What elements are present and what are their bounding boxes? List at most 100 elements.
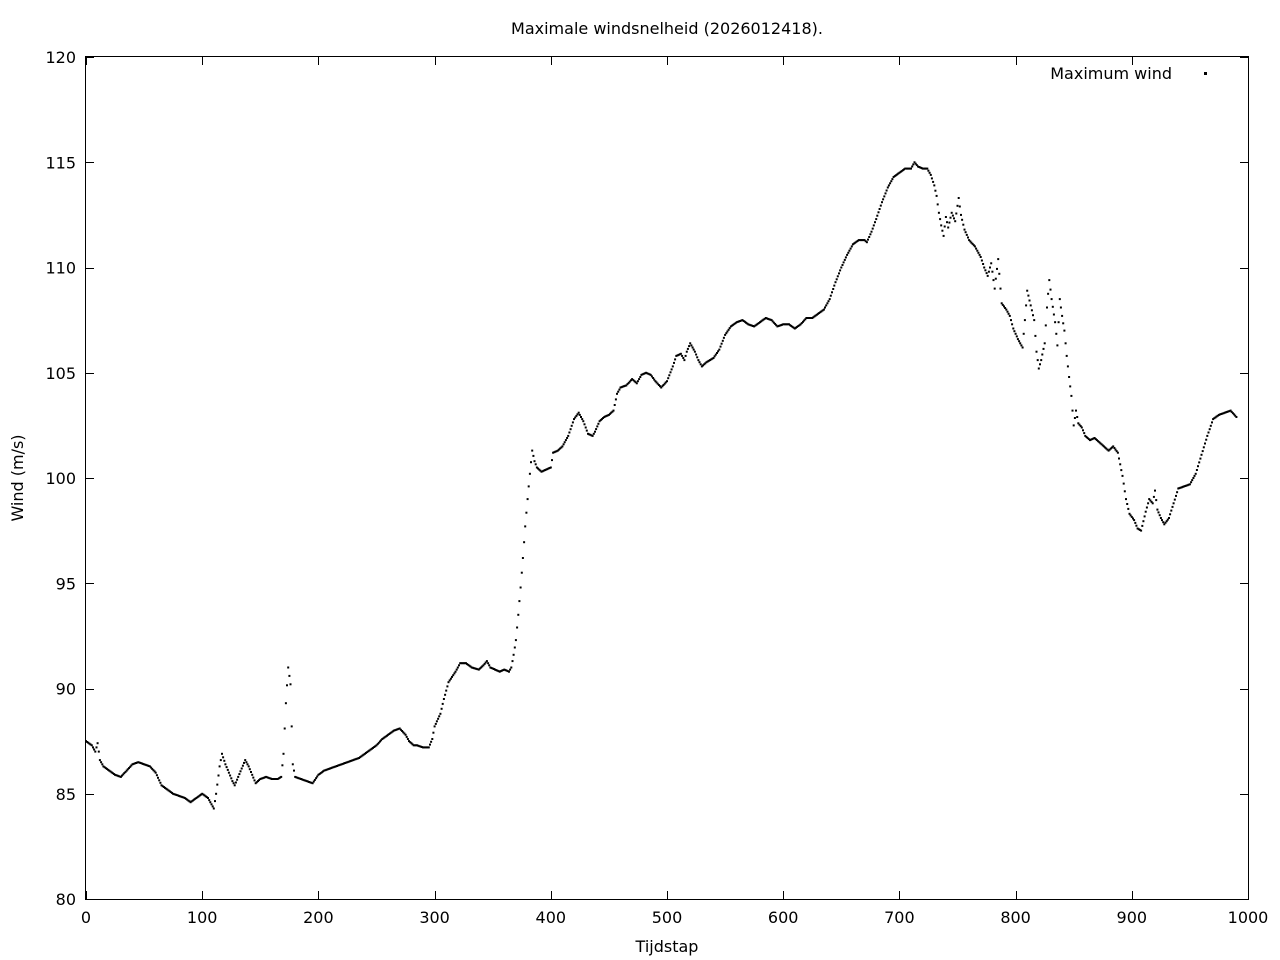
data-point (461, 662, 464, 665)
data-point (116, 774, 119, 777)
data-point (992, 279, 995, 282)
data-point (613, 404, 616, 406)
data-point (291, 763, 294, 766)
data-point (633, 380, 636, 383)
data-point (100, 761, 103, 764)
data-point (1231, 412, 1234, 415)
data-point (762, 318, 765, 321)
data-point (369, 748, 372, 751)
data-point (997, 258, 1000, 261)
data-point (993, 287, 996, 290)
data-point (117, 775, 120, 778)
data-point (936, 203, 939, 206)
data-point (497, 670, 500, 673)
data-point (118, 775, 121, 778)
data-point (1054, 321, 1057, 324)
data-point (999, 287, 1002, 290)
data-point (546, 468, 549, 471)
data-point (833, 284, 836, 287)
data-point (652, 377, 655, 379)
data-point (768, 318, 771, 321)
data-point (519, 586, 522, 589)
data-point (366, 751, 369, 754)
data-point (330, 767, 333, 770)
data-point (471, 666, 474, 669)
data-point (739, 320, 742, 322)
data-point (324, 769, 327, 772)
data-point (194, 797, 197, 800)
data-point (1107, 449, 1110, 452)
data-point (761, 319, 764, 322)
data-point (355, 757, 358, 760)
data-point (281, 764, 284, 767)
data-point (1000, 302, 1003, 305)
data-point (839, 269, 842, 272)
data-point (636, 380, 639, 383)
data-point (732, 323, 735, 326)
data-point (827, 300, 830, 303)
data-point (876, 214, 879, 217)
data-point (253, 779, 256, 782)
data-point (901, 169, 904, 172)
data-point (1112, 445, 1115, 448)
data-point (1070, 394, 1073, 397)
data-point (344, 762, 347, 764)
data-point (990, 262, 993, 265)
data-point (594, 430, 596, 433)
data-point (1216, 414, 1219, 417)
data-point (713, 355, 716, 358)
data-point (618, 388, 621, 391)
data-point (722, 336, 725, 339)
data-point (492, 668, 495, 670)
data-point (561, 445, 564, 448)
data-point (1172, 502, 1175, 505)
data-point (1166, 518, 1169, 521)
data-point (910, 167, 912, 170)
data-point (1133, 519, 1136, 522)
data-point (462, 662, 465, 665)
data-point (611, 410, 614, 413)
data-point (979, 256, 982, 258)
data-point (693, 350, 696, 353)
data-point (196, 796, 199, 799)
data-point (1175, 494, 1177, 497)
data-point (411, 743, 414, 746)
data-point (1148, 498, 1151, 501)
data-point (861, 239, 864, 242)
data-point (1104, 446, 1107, 449)
data-point (725, 332, 728, 335)
data-point (871, 227, 874, 230)
data-point (1215, 415, 1218, 418)
chart-title: Maximale windsnelheid (2026012418). (511, 19, 823, 38)
data-point (1154, 489, 1156, 492)
data-point (132, 762, 135, 765)
data-point (1061, 314, 1064, 317)
data-point (690, 344, 693, 347)
data-point (102, 765, 105, 768)
data-point (288, 674, 291, 677)
data-point (181, 796, 184, 799)
data-point (200, 793, 202, 796)
data-point (1043, 342, 1046, 345)
data-point (1129, 514, 1132, 517)
data-point (137, 761, 140, 764)
data-point (903, 168, 905, 171)
data-point (167, 789, 170, 792)
data-point (832, 288, 835, 290)
data-point (241, 764, 244, 767)
data-point (376, 743, 379, 746)
data-point (445, 689, 448, 692)
data-point (1091, 438, 1094, 441)
data-point (1090, 438, 1093, 441)
data-point (238, 773, 241, 776)
data-point (1071, 409, 1074, 412)
data-point (874, 221, 876, 224)
data-point (804, 318, 807, 321)
data-point (234, 781, 237, 784)
data-point (834, 281, 837, 284)
data-point (941, 229, 944, 232)
data-point (150, 766, 153, 769)
data-point (152, 769, 155, 772)
data-point (401, 730, 404, 732)
data-point (799, 323, 802, 326)
